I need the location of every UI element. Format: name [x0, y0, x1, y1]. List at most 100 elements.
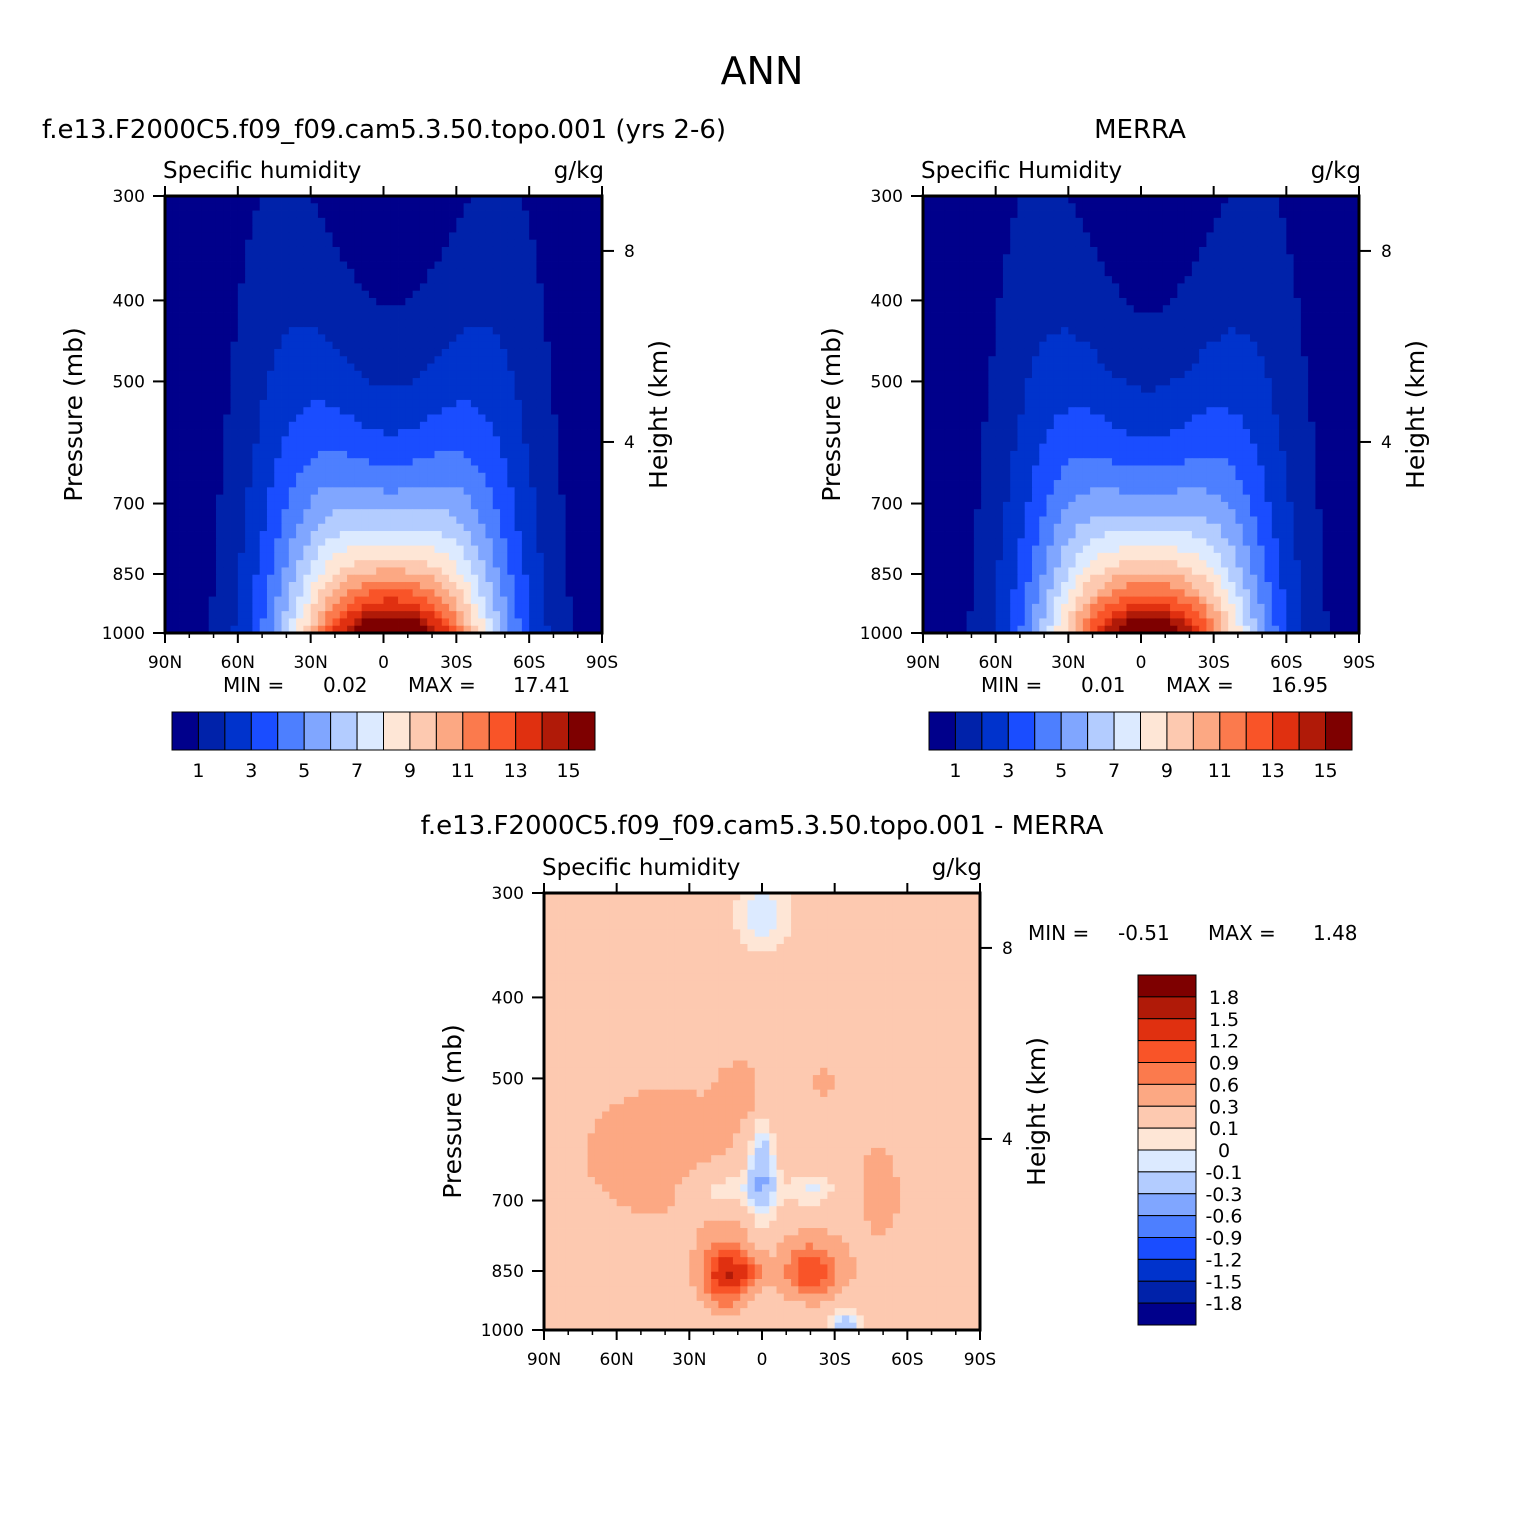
contour-cell — [587, 494, 596, 503]
contour-cell — [1184, 297, 1193, 306]
contour-cell — [572, 625, 581, 634]
contour-cell — [325, 283, 333, 292]
contour-cell — [565, 450, 574, 459]
contour-cell — [580, 531, 588, 539]
contour-cell — [478, 472, 486, 481]
contour-cell — [441, 363, 450, 372]
contour-cell — [441, 458, 450, 466]
contour-cell — [572, 334, 581, 343]
contour-cell — [288, 217, 297, 226]
contour-cell — [252, 414, 261, 423]
contour-cell — [543, 458, 552, 466]
contour-cell — [317, 501, 326, 510]
contour-cell — [405, 399, 414, 408]
contour-cell — [245, 589, 253, 597]
contour-cell — [245, 327, 253, 335]
contour-cell — [172, 443, 180, 452]
contour-cell — [332, 407, 341, 415]
contour-cell — [1242, 312, 1251, 321]
contour-cell — [194, 407, 202, 415]
contour-cell — [1090, 276, 1098, 284]
contour-cell — [347, 276, 355, 284]
contour-cell — [1235, 225, 1244, 233]
contour-cell — [1213, 210, 1222, 219]
contour-cell — [558, 232, 566, 241]
contour-cell — [594, 246, 603, 255]
contour-cell — [1010, 283, 1018, 292]
contour-cell — [165, 443, 173, 452]
contour-cell — [172, 429, 180, 437]
contour-cell — [172, 545, 180, 554]
contour-cell — [332, 487, 341, 496]
contour-cell — [485, 312, 494, 321]
contour-cell — [543, 254, 552, 262]
contour-cell — [412, 618, 421, 627]
contour-cell — [572, 399, 581, 408]
contour-cell — [179, 436, 188, 445]
contour-cell — [1126, 334, 1135, 343]
contour-cell — [1075, 210, 1084, 219]
contour-cell — [361, 603, 370, 612]
contour-cell — [245, 516, 253, 525]
contour-cell — [383, 414, 392, 423]
contour-cell — [952, 254, 960, 262]
contour-cell — [215, 589, 224, 597]
contour-cell — [281, 429, 290, 437]
contour-cell — [237, 458, 246, 466]
contour-cell — [201, 341, 210, 350]
contour-cell — [332, 480, 341, 488]
contour-cell — [558, 552, 566, 561]
contour-cell — [1061, 334, 1069, 343]
contour-cell — [1141, 268, 1149, 277]
contour-cell — [215, 225, 224, 233]
contour-cell — [310, 429, 319, 437]
contour-cell — [572, 465, 581, 474]
contour-cell — [500, 487, 508, 496]
contour-cell — [376, 196, 384, 204]
contour-cell — [179, 509, 188, 517]
contour-cell — [521, 283, 530, 292]
contour-cell — [1119, 290, 1127, 299]
contour-cell — [587, 254, 596, 262]
contour-cell — [521, 465, 530, 474]
contour-cell — [1242, 203, 1251, 211]
contour-cell — [551, 465, 559, 474]
contour-cell — [1184, 239, 1193, 248]
contour-cell — [1082, 297, 1091, 306]
contour-cell — [923, 268, 931, 277]
contour-cell — [456, 596, 465, 605]
contour-cell — [172, 421, 180, 430]
contour-cell — [1191, 239, 1200, 248]
contour-cell — [215, 378, 224, 386]
contour-cell — [383, 494, 392, 503]
contour-cell — [1199, 268, 1207, 277]
contour-cell — [507, 327, 515, 335]
contour-cell — [463, 582, 472, 590]
contour-cell — [317, 414, 326, 423]
contour-cell — [441, 210, 450, 219]
contour-cell — [1039, 327, 1047, 335]
contour-cell — [208, 305, 217, 313]
contour-cell — [347, 225, 355, 233]
contour-cell — [303, 305, 312, 313]
contour-cell — [259, 560, 268, 568]
contour-cell — [405, 516, 414, 525]
contour-cell — [230, 618, 239, 627]
contour-cell — [565, 509, 574, 517]
contour-cell — [317, 458, 326, 466]
contour-cell — [456, 480, 465, 488]
contour-cell — [1097, 276, 1106, 284]
contour-cell — [1315, 217, 1324, 226]
contour-cell — [514, 196, 523, 204]
contour-cell — [208, 225, 217, 233]
contour-cell — [354, 487, 363, 496]
contour-cell — [1002, 297, 1011, 306]
contour-cell — [274, 276, 282, 284]
contour-cell — [230, 334, 239, 343]
contour-cell — [1206, 225, 1215, 233]
contour-cell — [1271, 210, 1280, 219]
contour-cell — [1271, 217, 1280, 226]
contour-cell — [558, 312, 566, 321]
contour-cell — [310, 421, 319, 430]
contour-cell — [288, 334, 297, 343]
